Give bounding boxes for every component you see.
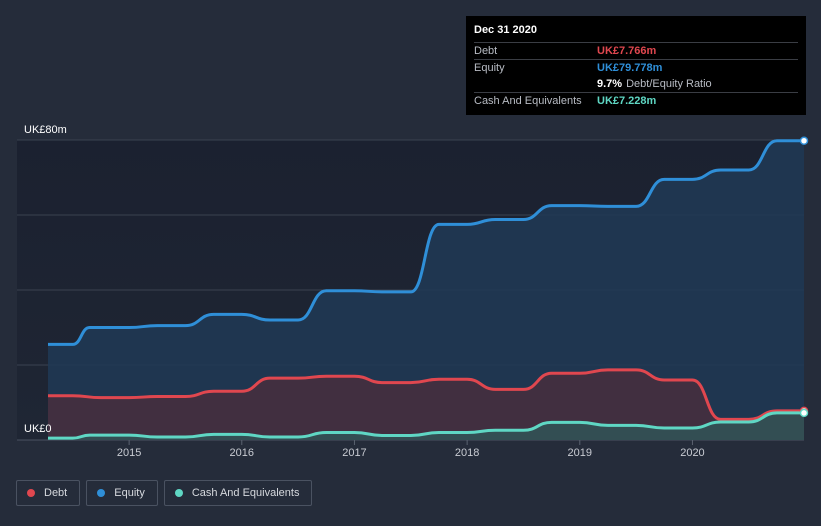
legend-item-equity[interactable]: Equity xyxy=(86,480,158,506)
tooltip-ratio-label: Debt/Equity Ratio xyxy=(626,78,712,90)
debt-area xyxy=(48,369,804,440)
tooltip-equity-label: Equity xyxy=(474,62,505,74)
equity-dot-icon xyxy=(97,489,106,497)
y-axis-top-label: UK£80m xyxy=(24,124,67,136)
tooltip-equity-value: UK£79.778m xyxy=(597,62,663,74)
equity-area xyxy=(48,140,804,440)
cash-and-equivalents-end-marker xyxy=(799,408,809,418)
tooltip-row-debt: Debt UK£7.766m xyxy=(474,42,798,59)
legend-equity-label: Equity xyxy=(114,487,145,499)
x-tick-label-2019: 2019 xyxy=(568,447,592,459)
x-tick-label-2018: 2018 xyxy=(455,447,479,459)
x-tick-label-2017: 2017 xyxy=(342,447,366,459)
legend-item-debt[interactable]: Debt xyxy=(16,480,81,506)
tooltip-cash-value: UK£7.228m xyxy=(597,95,657,107)
tooltip-cash-label: Cash And Equivalents xyxy=(474,95,582,107)
chart-legend: Debt Equity Cash And Equivalents xyxy=(16,480,313,506)
y-axis-bottom-label: UK£0 xyxy=(24,423,52,435)
legend-item-cash[interactable]: Cash And Equivalents xyxy=(163,480,313,506)
data-tooltip: Dec 31 2020 Debt UK£7.766m Equity UK£79.… xyxy=(466,16,806,115)
x-axis-ticks: 2015 2016 2017 2018 2019 2020 xyxy=(117,440,705,459)
x-tick-label-2016: 2016 xyxy=(230,447,254,459)
cash-dot-icon xyxy=(174,489,183,497)
debt-dot-icon xyxy=(27,489,35,497)
debt-line xyxy=(48,368,804,421)
tooltip-debt-label: Debt xyxy=(474,45,498,57)
tooltip-ratio-value: 9.7% xyxy=(597,78,623,90)
series-end-markers xyxy=(799,136,809,418)
x-tick-label-2015: 2015 xyxy=(117,447,141,459)
tooltip-row-equity: Equity UK£79.778m xyxy=(474,59,798,76)
series-lines xyxy=(47,139,804,440)
x-tick-label-2020: 2020 xyxy=(680,447,704,459)
legend-cash-label: Cash And Equivalents xyxy=(191,487,300,499)
equity-end-marker xyxy=(799,136,809,145)
tooltip-date: Dec 31 2020 xyxy=(474,24,537,36)
cash-and-equivalents-line xyxy=(47,411,804,440)
equity-line xyxy=(48,139,804,346)
cash-and-equivalents-area xyxy=(48,412,804,440)
tooltip-row-ratio: 9.7% Debt/Equity Ratio xyxy=(474,76,798,92)
series-areas xyxy=(48,140,804,440)
tooltip-row-cash: Cash And Equivalents UK£7.228m xyxy=(474,92,798,109)
tooltip-debt-value: UK£7.766m xyxy=(597,45,657,57)
legend-debt-label: Debt xyxy=(44,487,68,499)
